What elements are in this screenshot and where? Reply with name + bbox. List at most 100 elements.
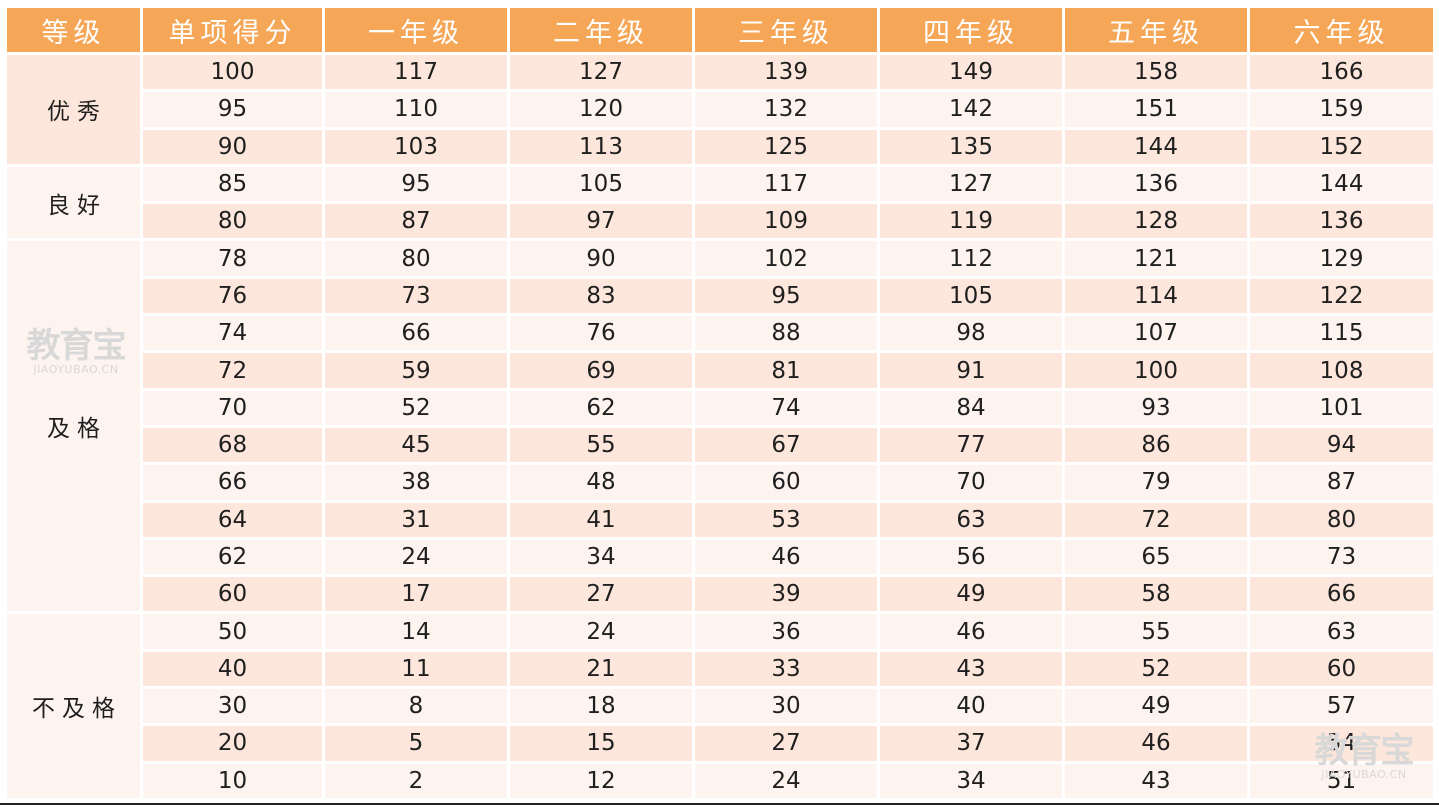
grade-value-cell: 135 xyxy=(880,129,1062,164)
grade-value-cell: 159 xyxy=(1250,92,1433,127)
grade-value-cell: 77 xyxy=(880,427,1062,463)
grade-value-cell: 152 xyxy=(1250,129,1433,164)
grade-value-cell: 80 xyxy=(325,241,507,276)
level-cell: 及格 xyxy=(7,241,140,612)
score-cell: 100 xyxy=(143,55,322,90)
grade-value-cell: 8 xyxy=(325,689,507,724)
grade-value-cell: 27 xyxy=(510,577,692,612)
grade-value-cell: 63 xyxy=(880,502,1062,537)
grade-value-cell: 76 xyxy=(510,316,692,351)
grade-value-cell: 83 xyxy=(510,278,692,314)
table-row: 68 45 55 67 77 86 94 xyxy=(7,427,1433,463)
grade-value-cell: 95 xyxy=(695,278,877,314)
grade-value-cell: 102 xyxy=(695,241,877,276)
grade-value-cell: 129 xyxy=(1250,241,1433,276)
grade-value-cell: 98 xyxy=(880,316,1062,351)
grade-value-cell: 74 xyxy=(695,390,877,425)
table-row: 不及格 50 14 24 36 46 55 63 xyxy=(7,614,1433,798)
grade-value-cell: 151 xyxy=(1065,92,1247,127)
grade-value-cell: 62 xyxy=(510,390,692,425)
grade-value-cell: 55 xyxy=(510,427,692,463)
grade-value-cell: 11 xyxy=(325,651,507,687)
grade-value-cell: 112 xyxy=(880,241,1062,276)
grade-value-cell: 100 xyxy=(1065,353,1247,388)
table-row: 95 110 120 132 142 151 159 xyxy=(7,92,1433,127)
score-cell: 30 xyxy=(143,689,322,724)
grade-value-cell: 91 xyxy=(880,353,1062,388)
table-row: 64 31 41 53 63 72 80 xyxy=(7,502,1433,537)
score-cell: 90 xyxy=(143,129,322,164)
grade-value-cell: 38 xyxy=(325,465,507,500)
header-row: 等级 单项得分 一年级 二年级 三年级 四年级 五年级 六年级 xyxy=(7,8,1433,52)
grade-value-cell: 95 xyxy=(325,166,507,202)
grade-value-cell: 86 xyxy=(1065,427,1247,463)
grade-value-cell: 15 xyxy=(510,726,692,761)
grade-value-cell: 158 xyxy=(1065,55,1247,90)
column-header: 四年级 xyxy=(880,8,1062,52)
score-cell: 62 xyxy=(143,539,322,575)
table-row: 74 66 76 88 98 107 115 xyxy=(7,316,1433,351)
grade-value-cell: 144 xyxy=(1065,129,1247,164)
grade-value-cell: 60 xyxy=(695,465,877,500)
level-cell: 良好 xyxy=(7,166,140,239)
grade-value-cell: 49 xyxy=(1065,689,1247,724)
grade-value-cell: 139 xyxy=(695,55,877,90)
grade-value-cell: 127 xyxy=(880,166,1062,202)
grade-value-cell: 105 xyxy=(510,166,692,202)
level-cell: 优秀 xyxy=(7,55,140,164)
column-header: 等级 xyxy=(7,8,140,52)
grade-value-cell: 39 xyxy=(695,577,877,612)
grade-value-cell: 43 xyxy=(1065,763,1247,798)
score-cell: 85 xyxy=(143,166,322,202)
grade-value-cell: 115 xyxy=(1250,316,1433,351)
grade-value-cell: 21 xyxy=(510,651,692,687)
table-header: 等级 单项得分 一年级 二年级 三年级 四年级 五年级 六年级 xyxy=(7,8,1433,52)
grade-value-cell: 73 xyxy=(325,278,507,314)
grade-value-cell: 127 xyxy=(510,55,692,90)
grade-value-cell: 52 xyxy=(1065,651,1247,687)
grade-value-cell: 27 xyxy=(695,726,877,761)
table-row: 良好 85 95 105 117 127 136 144 xyxy=(7,166,1433,239)
column-header: 六年级 xyxy=(1250,8,1433,52)
grade-value-cell: 125 xyxy=(695,129,877,164)
score-cell: 10 xyxy=(143,763,322,798)
score-table: 等级 单项得分 一年级 二年级 三年级 四年级 五年级 六年级 优秀 100 117 127 139 1… xyxy=(4,5,1436,801)
grade-value-cell: 117 xyxy=(325,55,507,90)
grade-value-cell: 110 xyxy=(325,92,507,127)
table-body: 优秀 100 117 127 139 149 158 166 95 110 120 132 142 151… xyxy=(7,55,1433,798)
grade-value-cell: 119 xyxy=(880,204,1062,239)
grade-value-cell: 40 xyxy=(880,689,1062,724)
grade-value-cell: 70 xyxy=(880,465,1062,500)
level-cell: 不及格 xyxy=(7,614,140,798)
grade-value-cell: 132 xyxy=(695,92,877,127)
table-row: 66 38 48 60 70 79 87 xyxy=(7,465,1433,500)
grade-value-cell: 34 xyxy=(510,539,692,575)
grade-value-cell: 60 xyxy=(1250,651,1433,687)
column-header: 三年级 xyxy=(695,8,877,52)
grade-value-cell: 5 xyxy=(325,726,507,761)
grade-value-cell: 120 xyxy=(510,92,692,127)
table-row: 30 8 18 30 40 49 57 xyxy=(7,689,1433,724)
column-header: 一年级 xyxy=(325,8,507,52)
grade-value-cell: 84 xyxy=(880,390,1062,425)
grade-value-cell: 90 xyxy=(510,241,692,276)
grade-value-cell: 46 xyxy=(880,614,1062,649)
grade-value-cell: 122 xyxy=(1250,278,1433,314)
grade-value-cell: 149 xyxy=(880,55,1062,90)
grade-value-cell: 36 xyxy=(695,614,877,649)
grade-value-cell: 43 xyxy=(880,651,1062,687)
grade-value-cell: 144 xyxy=(1250,166,1433,202)
grade-value-cell: 72 xyxy=(1065,502,1247,537)
table-row: 60 17 27 39 49 58 66 xyxy=(7,577,1433,612)
grade-value-cell: 65 xyxy=(1065,539,1247,575)
grade-value-cell: 14 xyxy=(325,614,507,649)
grade-value-cell: 142 xyxy=(880,92,1062,127)
table-row: 62 24 34 46 56 65 73 xyxy=(7,539,1433,575)
grade-value-cell: 103 xyxy=(325,129,507,164)
grade-value-cell: 34 xyxy=(880,763,1062,798)
score-cell: 70 xyxy=(143,390,322,425)
table-row: 40 11 21 33 43 52 60 xyxy=(7,651,1433,687)
grade-value-cell: 66 xyxy=(325,316,507,351)
grade-value-cell: 67 xyxy=(695,427,877,463)
grade-value-cell: 113 xyxy=(510,129,692,164)
